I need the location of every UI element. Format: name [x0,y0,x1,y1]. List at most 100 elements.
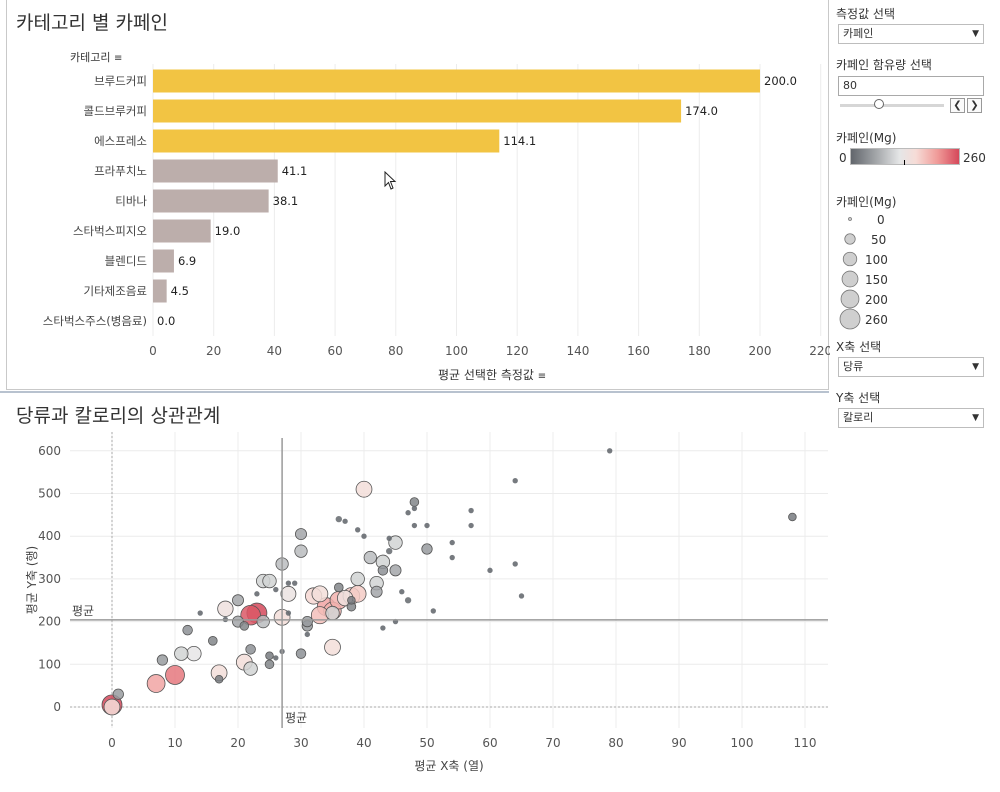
bar-x-tick-label: 60 [327,344,342,358]
size-label-50: 50 [871,233,887,247]
bar-x-tick-label: 220 [809,344,830,358]
scatter-point [363,550,377,565]
bar-xaxis-label: 평균 선택한 측정값 [438,368,534,382]
control-sidebar: 측정값 선택 카페인 ▼ 카페인 함유량 선택 80 ❮ ❯ 카페인(Mg) 0… [836,0,996,792]
size-legend-circle [839,308,861,330]
bar-category-label: 기타제조음료 [84,284,147,298]
scatter-x-tick-label: 20 [230,736,245,750]
scatter-y-tick-label: 200 [38,615,61,629]
scatter-y-tick-label: 400 [38,529,61,543]
threshold-slider-track[interactable] [840,104,944,107]
scatter-x-axis-title: 평균 X축 (열) [414,759,483,773]
bar-value-label: 200.0 [764,74,797,88]
scatter-point [239,621,250,631]
bar-x-tick-label: 140 [566,344,589,358]
bar-x-tick-label: 100 [445,344,468,358]
color-gradient-bar [850,148,960,165]
scatter-point [421,543,433,555]
bar-chart-panel [6,0,829,390]
panel-separator [0,391,829,393]
sort-axis-icon[interactable]: ≡ [537,371,547,382]
scatter-point [350,571,365,587]
color-legend-min: 0 [839,151,847,165]
scatter-point [264,659,275,670]
dropdown-arrow-icon: ▼ [972,413,979,423]
scatter-point [254,591,260,597]
bar-x-tick-label: 200 [749,344,772,358]
x-axis-dropdown-value: 당류 [843,360,864,373]
scatter-chart-title: 당류과 칼로리의 상관관계 [16,405,221,427]
color-legend-title: 카페인(Mg) [836,131,897,145]
scatter-point [607,448,613,454]
dropdown-arrow-icon: ▼ [972,362,979,372]
scatter-point [424,522,430,529]
bar-value-label: 174.0 [685,104,718,118]
threshold-input[interactable]: 80 [838,76,984,96]
size-label-150: 150 [865,273,888,287]
scatter-point [334,582,344,593]
scatter-y-tick-label: 500 [38,487,61,501]
scatter-point [256,614,270,629]
bar-xaxis-title: 평균 선택한 측정값 ≡ [438,366,546,383]
x-average-label: 평균 [285,711,307,725]
y-average-label: 평균 [72,604,94,618]
scatter-x-tick-label: 30 [293,736,308,750]
scatter-point [355,527,361,533]
x-axis-dropdown[interactable]: 당류 ▼ [838,357,984,377]
size-label-200: 200 [865,293,888,307]
scatter-y-axis-title: 평균 Y축 (행) [24,546,39,614]
scatter-point [217,600,234,617]
bar [153,159,278,183]
chevron-left-icon[interactable]: ❮ [950,98,965,113]
bar [153,99,682,123]
threshold-slider-thumb[interactable] [874,99,885,109]
scatter-point [788,512,797,522]
scatter-point [411,505,418,512]
scatter-point [377,565,389,576]
scatter-point [301,615,313,628]
scatter-y-tick-label: 600 [38,444,61,458]
bar [153,249,174,273]
scatter-point [262,573,277,589]
scatter-point [243,661,258,676]
scatter-point [411,522,418,529]
y-axis-select-label: Y축 선택 [836,391,881,405]
scatter-point [186,645,202,662]
scatter-x-tick-label: 80 [608,736,623,750]
row-header: 카테고리 ≡ [70,49,122,65]
sort-icon[interactable]: ≡ [113,53,123,64]
scatter-point [182,624,193,636]
scatter-point [335,515,342,523]
mouse-cursor-icon [384,171,397,190]
scatter-point [245,644,256,655]
bar-category-label: 블렌디드 [105,254,147,268]
size-label-260: 260 [865,313,888,327]
bar [153,129,500,153]
y-axis-dropdown[interactable]: 칼로리 ▼ [838,408,984,428]
scatter-point [156,654,169,666]
x-axis-select-label: X축 선택 [836,340,882,354]
bar [153,69,760,93]
size-legend-circle [842,251,858,267]
scatter-point [304,631,310,638]
scatter-point [265,651,274,661]
bar [153,219,211,243]
scatter-point [370,585,383,598]
scatter-point [361,533,367,539]
scatter-point [112,688,124,700]
chevron-right-icon[interactable]: ❯ [967,98,982,113]
scatter-point [146,674,166,693]
size-legend-circle [844,233,856,245]
bar-x-tick-label: 40 [267,344,282,358]
measure-dropdown[interactable]: 카페인 ▼ [838,24,984,44]
bar-chart: 0 20 40 60 80 100 120 140 160 180 200 220 브루드커피 200.0… [43,64,830,358]
scatter-point [386,547,393,555]
bar-x-tick-label: 180 [688,344,711,358]
scatter-point [389,564,402,577]
scatter-point [324,638,341,656]
scatter-point [325,605,340,621]
bar-value-label: 6.9 [178,254,196,268]
scatter-point [512,478,518,484]
scatter-point [468,507,474,514]
scatter-x-tick-label: 100 [731,736,754,750]
